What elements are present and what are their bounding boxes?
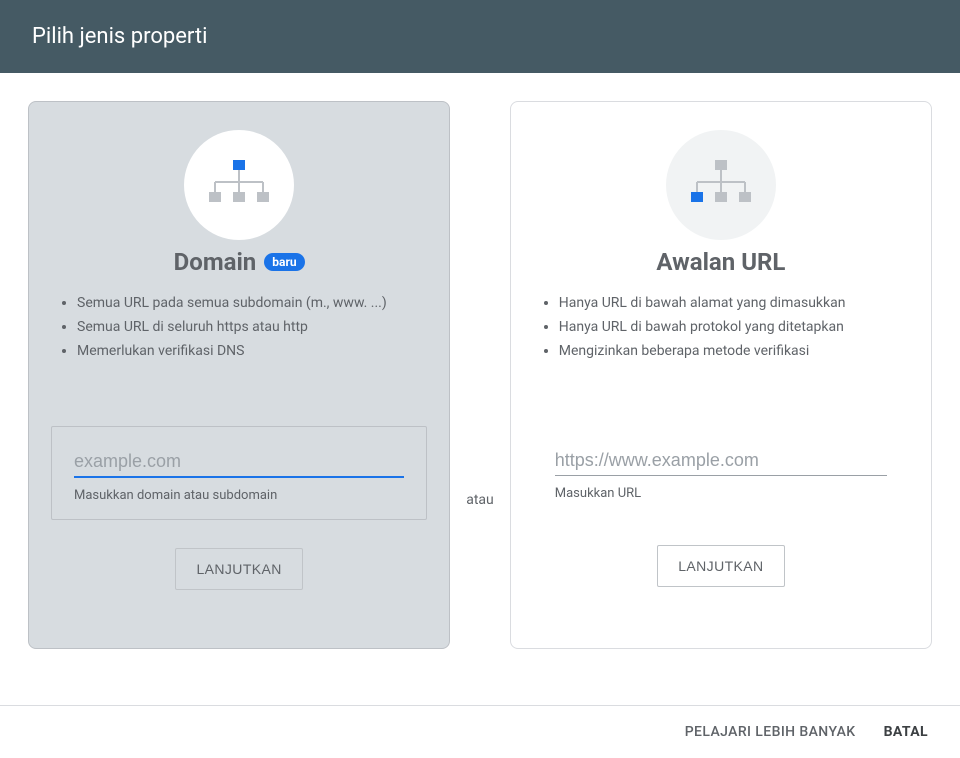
urlprefix-icon-wrap [533,130,909,240]
domain-bullets: Semua URL pada semua subdomain (m., www.… [51,292,427,402]
urlprefix-button-row: LANJUTKAN [533,545,909,587]
domain-button-row: LANJUTKAN [51,548,427,590]
urlprefix-input[interactable] [555,446,887,476]
domain-card-title: Domain [174,248,257,276]
urlprefix-bullet-1: Hanya URL di bawah alamat yang dimasukka… [559,292,909,316]
urlprefix-bullet-3: Mengizinkan beberapa metode verifikasi [559,340,909,364]
domain-continue-button[interactable]: LANJUTKAN [175,548,302,590]
urlprefix-continue-button[interactable]: LANJUTKAN [657,545,784,587]
urlprefix-card-title: Awalan URL [656,248,785,276]
new-badge: baru [264,253,304,271]
domain-input-box: Masukkan domain atau subdomain [51,426,427,520]
dialog-title: Pilih jenis properti [32,24,207,49]
urlprefix-icon-circle [666,130,776,240]
property-type-content: Domain baru Semua URL pada semua subdoma… [0,73,960,649]
dialog-footer: PELAJARI LEBIH BANYAK BATAL [0,705,960,758]
urlprefix-input-box: Masukkan URL [533,426,909,517]
urlprefix-title-row: Awalan URL [533,248,909,276]
urlprefix-bullets: Hanya URL di bawah alamat yang dimasukka… [533,292,909,402]
dialog-header: Pilih jenis properti [0,0,960,73]
learn-more-link[interactable]: PELAJARI LEBIH BANYAK [685,724,856,740]
card-urlprefix[interactable]: Awalan URL Hanya URL di bawah alamat yan… [510,101,932,649]
domain-icon-wrap [51,130,427,240]
cancel-button[interactable]: BATAL [884,724,928,740]
domain-bullet-2: Semua URL di seluruh https atau http [77,316,427,340]
urlprefix-input-helper: Masukkan URL [555,486,887,501]
domain-sitemap-icon [207,160,271,210]
urlprefix-bullet-2: Hanya URL di bawah protokol yang ditetap… [559,316,909,340]
domain-icon-circle [184,130,294,240]
or-separator: atau [462,492,498,508]
domain-bullet-3: Memerlukan verifikasi DNS [77,340,427,364]
card-domain[interactable]: Domain baru Semua URL pada semua subdoma… [28,101,450,649]
domain-input-helper: Masukkan domain atau subdomain [74,488,404,503]
domain-bullet-1: Semua URL pada semua subdomain (m., www.… [77,292,427,316]
domain-input[interactable] [74,447,404,478]
domain-title-row: Domain baru [51,248,427,276]
urlprefix-sitemap-icon [689,160,753,210]
